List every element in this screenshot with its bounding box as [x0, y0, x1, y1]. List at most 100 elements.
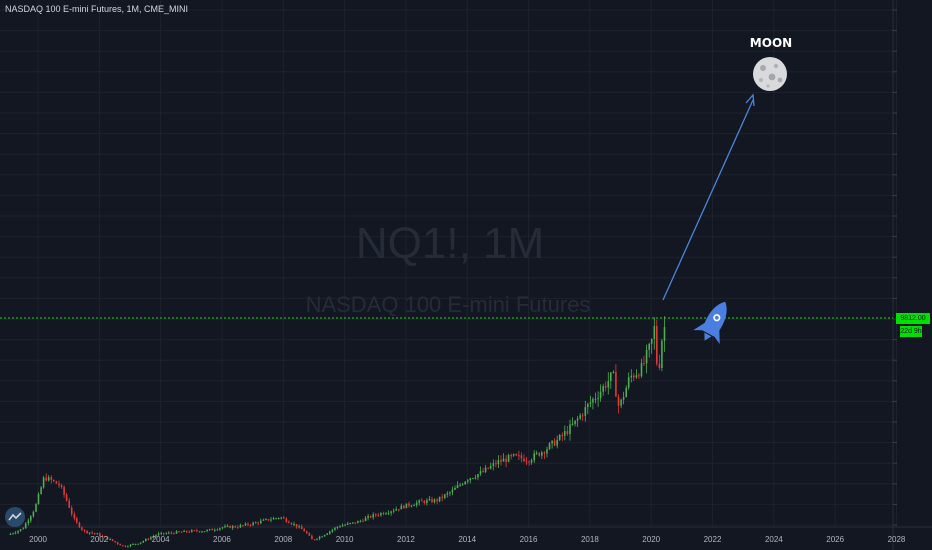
candle-body: [558, 435, 561, 440]
candle-body: [155, 535, 157, 537]
candle-body: [459, 484, 461, 486]
candle-body: [24, 523, 27, 529]
candle-body: [180, 531, 183, 533]
candle-body: [464, 481, 466, 485]
candle-body: [88, 532, 91, 534]
x-tick-label: 2008: [274, 535, 292, 544]
candle-body: [528, 461, 530, 463]
candle-body: [219, 528, 221, 530]
candle-body: [428, 499, 431, 501]
candle-body: [525, 461, 528, 463]
candle-body: [610, 372, 612, 381]
candle-body: [556, 439, 558, 446]
candle-body: [221, 527, 224, 529]
candle-body: [214, 529, 216, 531]
candle-body: [93, 533, 96, 534]
candle-body: [620, 399, 622, 406]
candle-body: [633, 375, 635, 378]
candle-body: [173, 533, 175, 535]
candle-body: [32, 511, 35, 517]
candle-body: [288, 521, 290, 524]
candle-body: [520, 455, 523, 459]
candle-body: [308, 533, 311, 536]
candle-body: [441, 496, 443, 498]
candle-body: [229, 525, 231, 528]
candle-body: [421, 500, 423, 502]
tradingview-logo-icon[interactable]: [5, 507, 25, 527]
candle-body: [579, 415, 581, 419]
x-tick-label: 2004: [152, 535, 170, 544]
x-tick-label: 2002: [90, 535, 108, 544]
candle-body: [403, 505, 405, 509]
candle-body: [523, 458, 525, 462]
candle-body: [137, 543, 139, 545]
bar-countdown-label: 22d 9h: [900, 326, 922, 337]
candle-body: [367, 516, 369, 518]
candle-body: [553, 440, 556, 446]
candle-body: [408, 503, 410, 506]
candle-body: [22, 528, 24, 530]
candle-body: [40, 487, 42, 494]
candle-body: [14, 532, 17, 534]
candle-body: [405, 503, 408, 509]
candle-body: [168, 532, 170, 534]
candle-body: [298, 526, 300, 528]
candle-body: [599, 391, 602, 398]
candle-body: [587, 403, 589, 408]
candle-body: [237, 527, 239, 529]
candle-body: [42, 477, 45, 488]
candle-body: [385, 513, 387, 515]
candle-body: [63, 487, 65, 495]
candle-body: [645, 349, 648, 364]
candle-body: [518, 455, 520, 457]
candle-body: [474, 477, 477, 479]
candle-body: [469, 478, 472, 481]
candle-body: [630, 375, 633, 378]
candle-body: [96, 533, 99, 535]
candle-body: [201, 531, 203, 533]
candle-body: [410, 505, 413, 507]
candle-body: [584, 407, 587, 416]
candle-body: [446, 493, 449, 495]
candle-body: [449, 492, 451, 494]
candle-body: [198, 531, 201, 533]
candle-body: [607, 381, 610, 388]
candle-body: [76, 518, 78, 523]
moon-icon: [753, 57, 787, 91]
candle-body: [426, 500, 428, 503]
candle-body: [196, 530, 198, 532]
candle-body: [357, 521, 359, 524]
candle-body: [612, 372, 615, 373]
x-tick-label: 2026: [826, 535, 844, 544]
candle-body: [280, 517, 282, 519]
candle-body: [321, 536, 323, 538]
candle-body: [354, 522, 357, 524]
candle-body: [433, 499, 436, 503]
candle-body: [602, 386, 604, 392]
grid: [0, 0, 897, 527]
candle-body: [19, 529, 22, 531]
candle-body: [390, 511, 392, 513]
candle-body: [316, 538, 318, 540]
rocket-icon: [693, 301, 727, 345]
candle-body: [239, 525, 242, 528]
candle-body: [489, 465, 492, 469]
candle-body: [512, 454, 515, 456]
candle-body: [70, 507, 73, 514]
candle-body: [663, 327, 666, 341]
candle-body: [35, 504, 37, 512]
candle-body: [73, 514, 76, 519]
candle-body: [604, 386, 607, 388]
candle-body: [364, 518, 367, 522]
candle-body: [295, 524, 298, 527]
candle-body: [510, 455, 512, 457]
x-tick-label: 2000: [29, 535, 47, 544]
candle-body: [191, 530, 193, 532]
candle-body: [530, 460, 533, 463]
candle-body: [160, 532, 162, 534]
candle-body: [175, 531, 178, 534]
candle-body: [377, 515, 380, 517]
candle-body: [500, 460, 502, 462]
candle-body: [127, 546, 129, 548]
